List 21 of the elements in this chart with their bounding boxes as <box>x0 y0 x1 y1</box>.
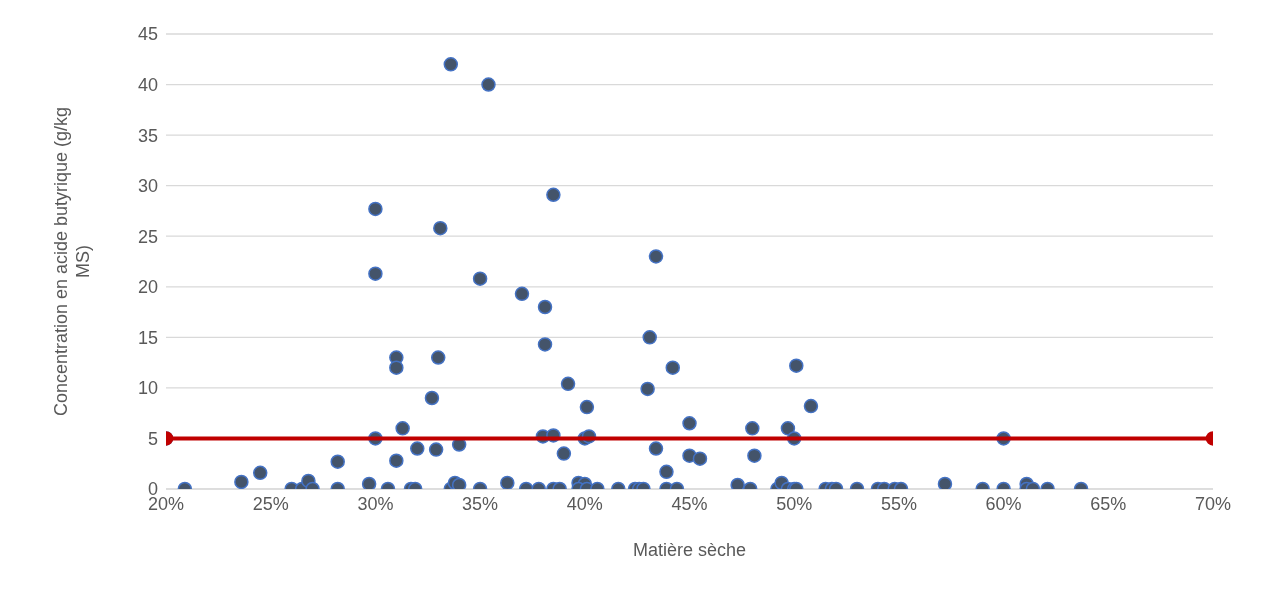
x-tick-label: 65% <box>1090 493 1127 514</box>
y-tick-label: 40 <box>137 74 158 95</box>
y-tick-label: 25 <box>137 226 158 247</box>
y-tick-label: 35 <box>137 125 158 146</box>
y-tick-label: 10 <box>137 378 158 399</box>
y-tick-label: 15 <box>137 327 158 348</box>
x-axis-title: Matière sèche <box>632 540 747 560</box>
y-tick-label: 30 <box>137 176 158 197</box>
x-tick-label: 45% <box>671 493 708 514</box>
x-tick-label: 70% <box>1194 493 1232 514</box>
y-tick-label: 5 <box>147 428 158 449</box>
y-tick-label: 45 <box>137 24 158 45</box>
y-axis-title: Concentration en acide butyrique (g/kg MS) <box>51 106 93 417</box>
x-tick-label: 50% <box>776 493 813 514</box>
x-tick-label: 60% <box>985 493 1022 514</box>
y-tick-label: 20 <box>137 277 158 298</box>
x-tick-label: 30% <box>357 493 394 514</box>
x-tick-label: 25% <box>252 493 289 514</box>
x-tick-label: 55% <box>880 493 917 514</box>
x-tick-label: 35% <box>462 493 499 514</box>
x-tick-label: 40% <box>566 493 603 514</box>
